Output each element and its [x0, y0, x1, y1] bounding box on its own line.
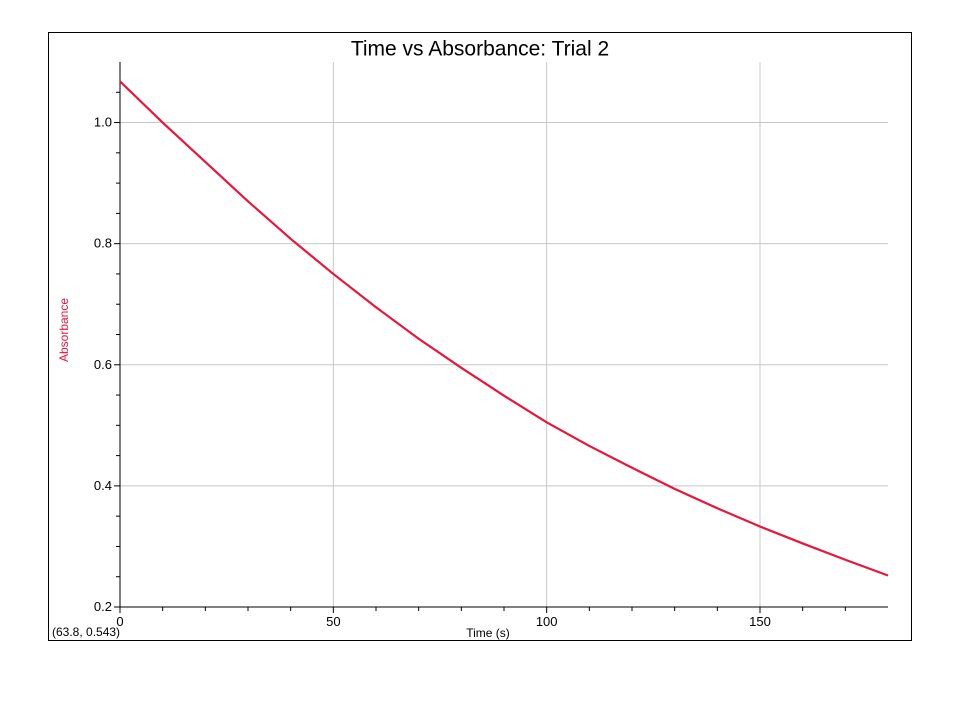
y-tick-label: 0.2 — [94, 599, 112, 614]
y-tick-label: 1.0 — [94, 115, 112, 130]
y-tick-label: 0.4 — [94, 478, 112, 493]
y-tick-label: 0.6 — [94, 357, 112, 372]
x-axis-label: Time (s) — [466, 626, 510, 640]
y-tick-label: 0.8 — [94, 236, 112, 251]
y-axis-label: Absorbance — [57, 298, 71, 362]
x-tick-label: 0 — [116, 614, 123, 629]
annotation: (63.8, 0.543) — [52, 625, 120, 639]
x-tick-label: 150 — [749, 614, 771, 629]
chart-title: Time vs Absorbance: Trial 2 — [351, 38, 609, 61]
chart-frame — [48, 32, 912, 641]
x-tick-label: 100 — [536, 614, 558, 629]
data-line — [119, 80, 889, 577]
x-tick-label: 50 — [326, 614, 340, 629]
